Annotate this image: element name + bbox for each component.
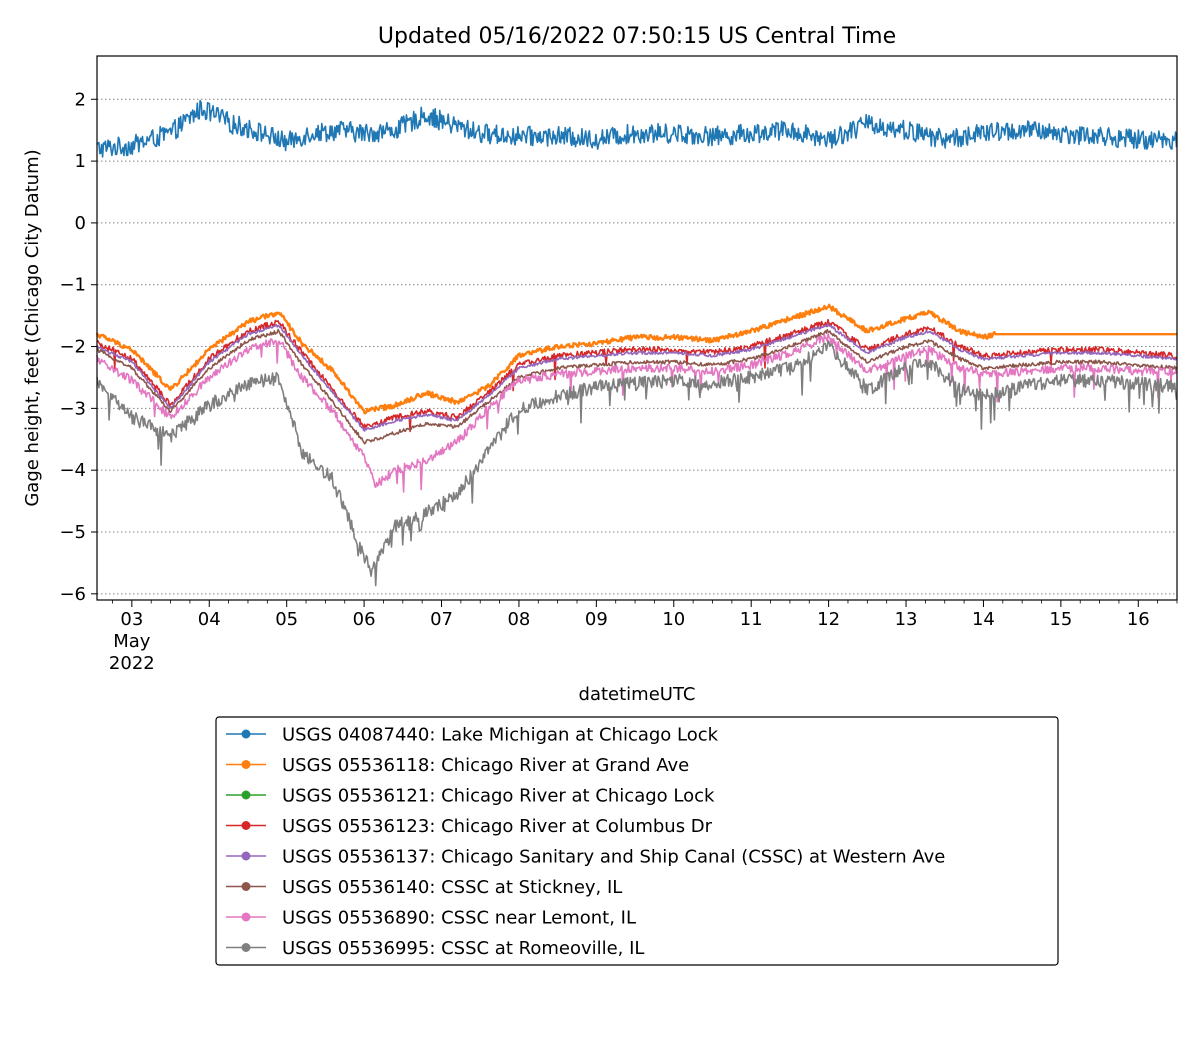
legend-marker [241, 821, 251, 830]
x-tick-label: 12 [817, 609, 840, 630]
x-tick-label: 03 [120, 609, 143, 630]
x-tick-label: 06 [353, 609, 376, 630]
x-tick-label: 13 [895, 609, 918, 630]
x-axis-label: datetimeUTC [579, 684, 696, 705]
plot-frame [96, 55, 1178, 601]
x-tick-sublabel: May [113, 631, 151, 652]
x-tick-label: 04 [198, 609, 221, 630]
legend-label: USGS 05536140: CSSC at Stickney, IL [282, 877, 622, 898]
x-tick-label: 15 [1049, 609, 1072, 630]
legend-label: USGS 05536121: Chicago River at Chicago … [282, 786, 715, 807]
x-tick-label: 16 [1127, 609, 1150, 630]
plot-lines [95, 99, 1178, 587]
y-tick-label: −6 [59, 584, 86, 605]
legend: USGS 04087440: Lake Michigan at Chicago … [215, 716, 1059, 966]
series-line [96, 318, 1177, 433]
y-axis: 2 1 0 −1 −2 −3 −4 −5 −6 [59, 89, 97, 605]
legend-marker [241, 760, 251, 769]
series-line [96, 339, 1178, 587]
legend-label: USGS 05536123: Chicago River at Columbus… [282, 816, 713, 837]
y-tick-label: −5 [59, 522, 86, 543]
x-tick-label: 11 [740, 609, 763, 630]
y-tick-label: 0 [75, 213, 86, 234]
legend-label: USGS 04087440: Lake Michigan at Chicago … [282, 725, 719, 746]
y-tick-label: −3 [59, 398, 86, 419]
series-line [96, 322, 1178, 432]
y-tick-label: 2 [75, 89, 86, 110]
y-tick-label: −1 [59, 275, 86, 296]
chart-title: Updated 05/16/2022 07:50:15 US Central T… [378, 24, 896, 49]
legend-marker [241, 882, 251, 891]
legend-marker [241, 943, 251, 952]
legend-label: USGS 05536137: Chicago Sanitary and Ship… [282, 847, 945, 868]
x-tick-label: 05 [275, 609, 298, 630]
x-tick-label: 10 [662, 609, 685, 630]
series-line [96, 99, 1178, 158]
x-tick-sublabel: 2022 [109, 653, 155, 674]
y-tick-label: −2 [59, 337, 86, 358]
legend-label: USGS 05536118: Chicago River at Grand Av… [282, 755, 689, 776]
legend-marker [241, 790, 251, 800]
series-line [96, 332, 1178, 493]
x-tick-label: 08 [507, 609, 530, 630]
series-line [95, 303, 1177, 415]
y-tick-label: −4 [59, 460, 86, 481]
legend-label: USGS 05536890: CSSC near Lemont, IL [282, 908, 636, 929]
series-line [96, 328, 1178, 445]
legend-marker [241, 729, 251, 739]
x-tick-label: 09 [585, 609, 608, 630]
legend-frame [215, 716, 1059, 966]
legend-marker [241, 851, 251, 861]
legend-marker [241, 912, 251, 922]
y-axis-label: Gage height, feet (Chicago City Datum) [22, 149, 43, 506]
legend-label: USGS 05536995: CSSC at Romeoville, IL [282, 938, 644, 959]
x-tick-label: 07 [430, 609, 453, 630]
y-tick-label: 1 [75, 151, 86, 172]
x-tick-label: 14 [972, 609, 995, 630]
